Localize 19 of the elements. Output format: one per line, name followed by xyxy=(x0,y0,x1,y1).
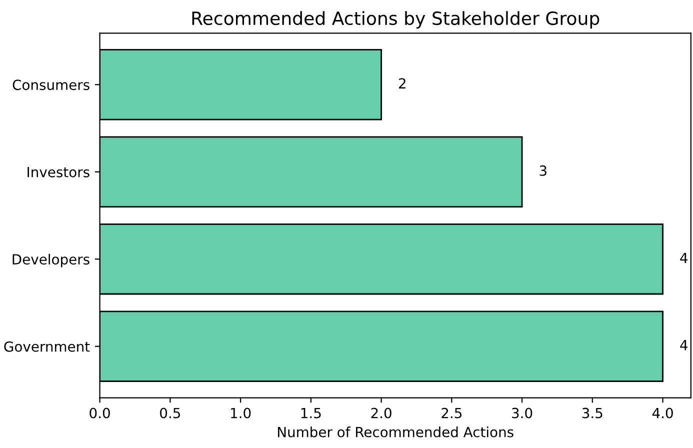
x-tick-label: 3.5 xyxy=(582,408,602,418)
chart-title: Recommended Actions by Stakeholder Group xyxy=(192,11,600,29)
x-tick-label: 2.5 xyxy=(442,408,462,418)
x-tick-label: 4.0 xyxy=(652,408,673,418)
x-tick-label: 0.0 xyxy=(90,408,110,418)
x-axis-title: Number of Recommended Actions xyxy=(278,426,514,438)
data-label: 4 xyxy=(680,252,688,263)
x-tick-label: 2.0 xyxy=(371,408,392,418)
data-label: 4 xyxy=(680,340,688,350)
data-label: 2 xyxy=(398,78,406,88)
y-tick-label: Government xyxy=(4,341,90,352)
y-tick-label: Developers xyxy=(12,254,90,268)
data-label: 3 xyxy=(540,165,546,176)
x-tick-label: 0.5 xyxy=(160,408,180,418)
x-tick-label: 1.5 xyxy=(301,408,321,418)
y-tick-label: Investors xyxy=(28,167,90,178)
x-tick-label: 1.0 xyxy=(231,408,251,418)
x-tick-label: 3.0 xyxy=(512,408,532,418)
y-tick-label: Consumers xyxy=(12,80,90,90)
